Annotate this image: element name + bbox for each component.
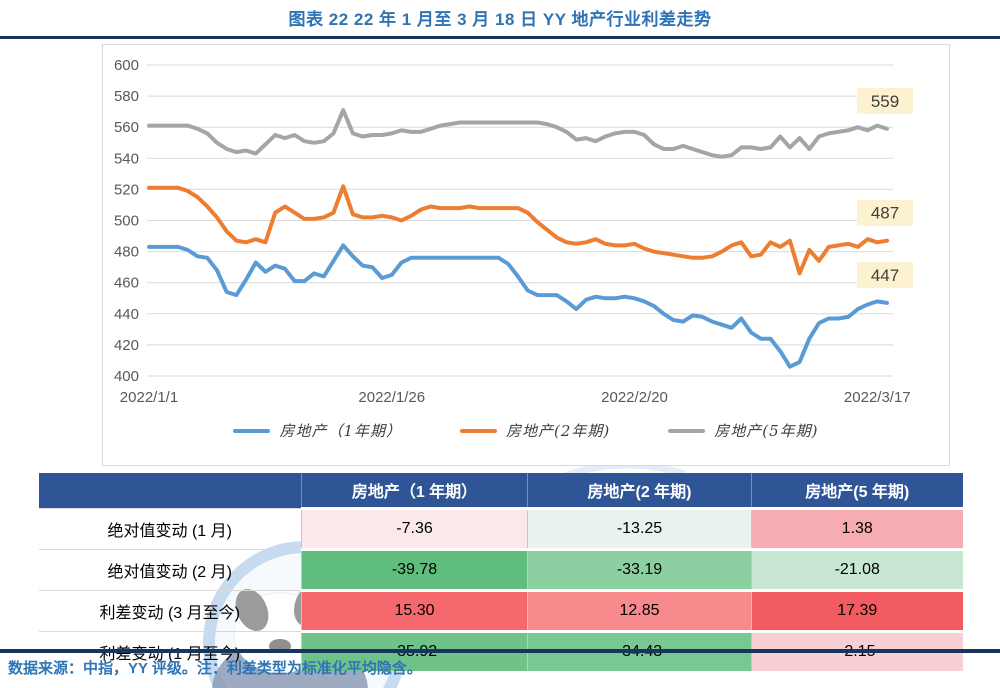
table-header-row: 房地产（1 年期） 房地产(2 年期) 房地产(5 年期) (38, 473, 963, 509)
line-chart-panel: 400 420 440 460 480 500 520 540 560 580 600 2022/1/… (102, 44, 950, 466)
data-label-value: 447 (871, 266, 899, 285)
x-axis-tick-label: 2022/3/17 (844, 389, 911, 406)
table-column-header: 房地产(5 年期) (751, 473, 963, 509)
legend-label: 房地产(5年期) (714, 422, 819, 440)
y-axis-tick-label: 400 (114, 368, 139, 385)
y-axis-tick-label: 520 (114, 181, 139, 198)
x-axis-tick-label: 2022/1/26 (358, 389, 425, 406)
legend-item-2: 房地产(5年期) (668, 420, 818, 441)
y-axis-tick-label: 540 (114, 150, 139, 167)
row-label: 利差变动 (3 月至今) (38, 590, 302, 632)
table-column-header: 房地产(2 年期) (527, 473, 752, 509)
table-row: 利差变动 (3 月至今) 15.30 12.85 17.39 (38, 589, 963, 632)
data-label-box (857, 199, 913, 226)
legend-line-swatch (233, 428, 271, 433)
y-axis-tick-label: 420 (114, 337, 139, 354)
legend-line-swatch (460, 428, 498, 433)
data-label-value: 487 (871, 204, 899, 223)
row-label: 绝对值变动 (1 月) (38, 508, 302, 550)
title-divider-rule (0, 36, 1000, 39)
footer-divider-rule (0, 649, 1000, 653)
series-line-1 (147, 184, 889, 276)
table-corner-header (38, 473, 302, 509)
y-axis-tick-label: 480 (114, 244, 139, 261)
value-cell: 15.30 (301, 589, 528, 632)
data-source-note: 数据来源：中指，YY 评级。注：利差类型为标准化平均隐含。 (8, 660, 422, 677)
spread-trend-chart: 400 420 440 460 480 500 520 540 560 580 600 2022/1/… (114, 57, 913, 406)
y-axis-tick-label: 500 (114, 213, 139, 230)
value-cell: 1.38 (751, 507, 963, 550)
value-cell: 17.39 (751, 589, 963, 632)
value-cell: -39.78 (301, 548, 528, 591)
value-cell: -13.25 (527, 507, 752, 550)
x-axis-tick-label: 2022/2/20 (601, 389, 668, 406)
page-title: 图表 22 22 年 1 月至 3 月 18 日 YY 地产行业利差走势 (288, 10, 712, 29)
y-axis-tick-label: 560 (114, 119, 139, 136)
table-column-header: 房地产（1 年期） (301, 473, 528, 509)
table-row: 绝对值变动 (1 月) -7.36 -13.25 1.38 (38, 507, 963, 550)
value-cell: -7.36 (301, 507, 528, 550)
chart-legend: 房地产（1年期） 房地产(2年期) 房地产(5年期) (103, 420, 949, 441)
legend-item-1: 房地产(2年期) (460, 420, 610, 441)
data-label-box (857, 261, 913, 288)
x-axis-tick-label: 2022/1/1 (120, 389, 178, 406)
series-line-2 (147, 108, 889, 159)
y-axis-tick-label: 440 (114, 306, 139, 323)
legend-item-0: 房地产（1年期） (233, 420, 402, 441)
table-row: 绝对值变动 (2 月) -39.78 -33.19 -21.08 (38, 548, 963, 591)
legend-label: 房地产（1年期） (279, 422, 403, 440)
y-axis-tick-label: 460 (114, 275, 139, 292)
value-cell: -21.08 (751, 548, 963, 591)
spread-change-table: 房地产（1 年期） 房地产(2 年期) 房地产(5 年期) 绝对值变动 (1 月) -… (38, 473, 963, 671)
data-label-value: 559 (871, 92, 899, 111)
y-axis-tick-label: 580 (114, 88, 139, 105)
legend-line-swatch (668, 428, 706, 433)
value-cell: 12.85 (527, 589, 752, 632)
data-label-box (857, 87, 913, 114)
legend-label: 房地产(2年期) (506, 422, 611, 440)
series-line-0 (147, 243, 889, 369)
value-cell: -33.19 (527, 548, 752, 591)
y-axis-tick-label: 600 (114, 57, 139, 74)
row-label: 绝对值变动 (2 月) (38, 549, 302, 591)
